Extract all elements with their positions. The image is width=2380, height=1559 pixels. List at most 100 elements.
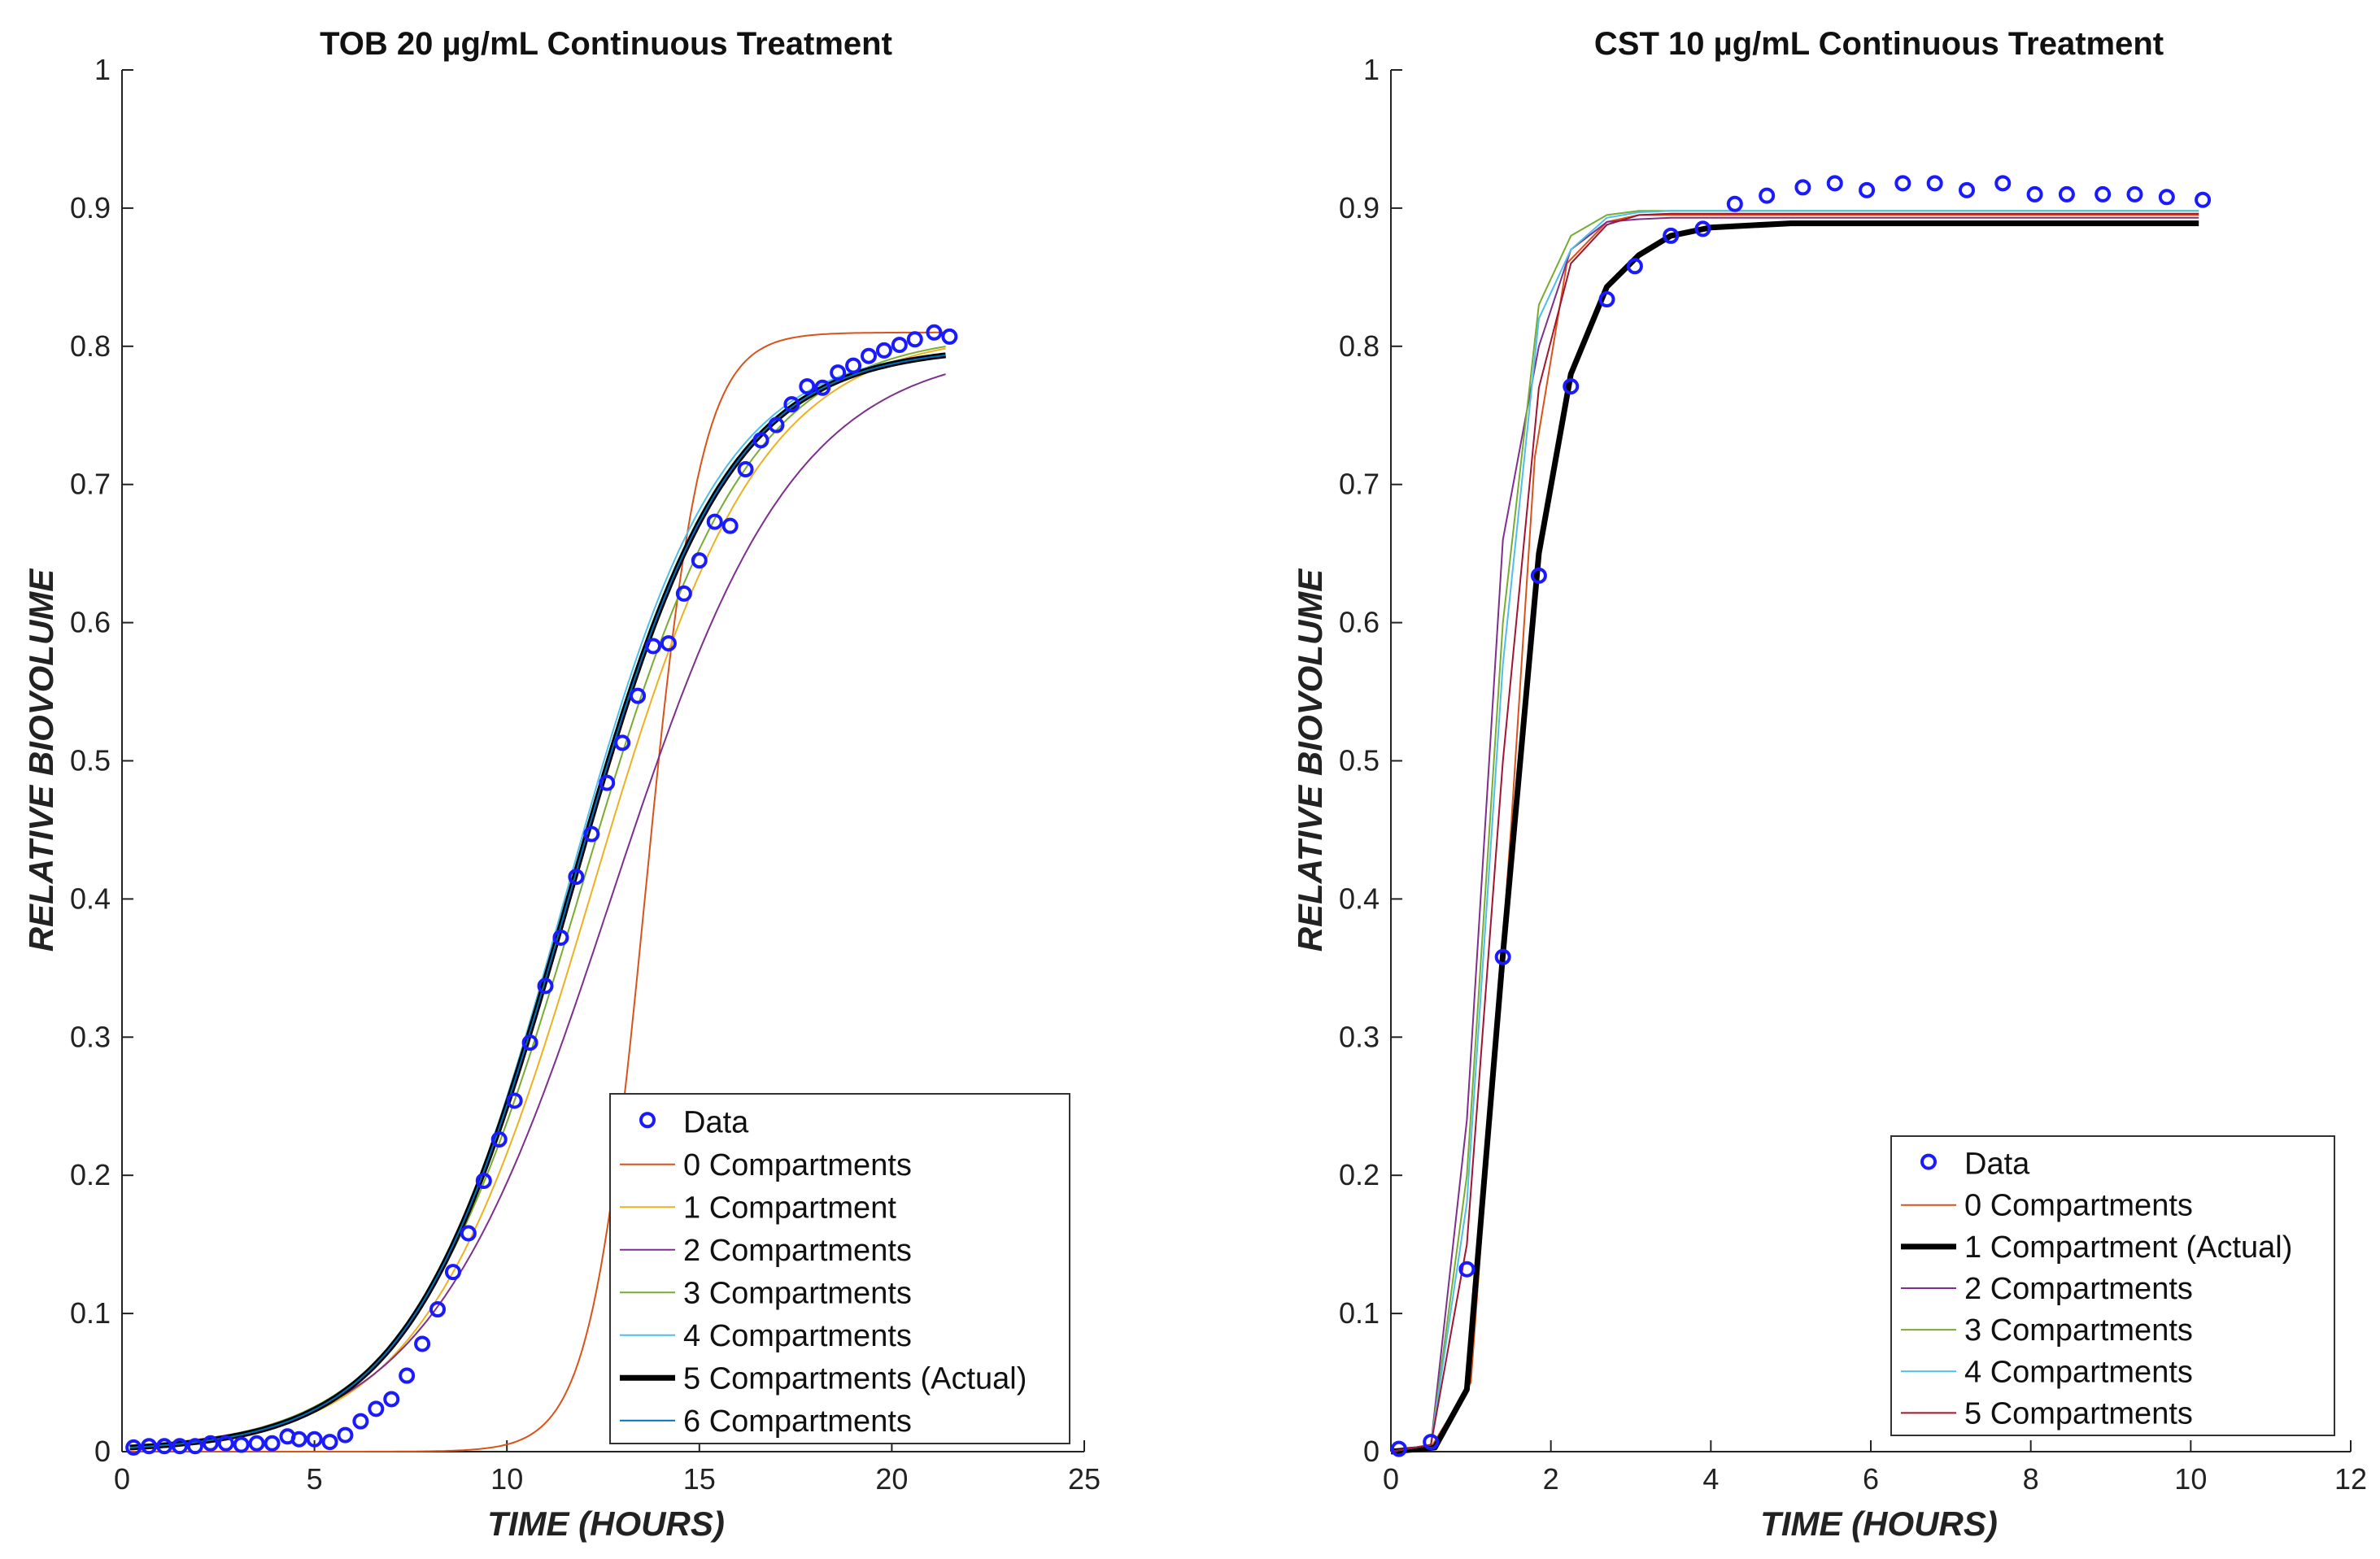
data-point (1626, 258, 1643, 275)
x-tick-label: 12 (2334, 1462, 2367, 1496)
y-tick-label: 0.8 (1339, 329, 1380, 363)
x-tick-label: 20 (875, 1462, 908, 1496)
data-point (186, 1438, 203, 1455)
data-point (1894, 175, 1911, 192)
data-point (1530, 567, 1547, 584)
data-point (248, 1435, 265, 1452)
y-tick-label: 0.1 (70, 1296, 111, 1330)
x-tick-label: 25 (1068, 1462, 1101, 1496)
legend-label: 2 Compartments (1964, 1272, 2193, 1306)
data-point (475, 1172, 492, 1189)
legend-box (1890, 1135, 2335, 1436)
legend-label: Data (1964, 1147, 2030, 1182)
legend-label: 5 Compartments (Actual) (683, 1361, 1027, 1396)
data-point (414, 1335, 431, 1352)
data-point (891, 337, 908, 354)
legend-box (609, 1093, 1070, 1444)
y-tick-label: 0.9 (70, 191, 111, 224)
y-tick-label: 0.3 (70, 1020, 111, 1053)
legend-label: 3 Compartments (1964, 1313, 2193, 1348)
data-point (156, 1438, 173, 1455)
data-point (752, 432, 769, 449)
x-tick-label: 4 (1702, 1462, 1719, 1496)
legend-label: Data (683, 1105, 749, 1139)
data-point (926, 324, 943, 341)
series-line (1390, 212, 2199, 1452)
data-point (1859, 181, 1876, 198)
data-point (568, 869, 585, 886)
data-point (691, 552, 708, 569)
data-point (264, 1435, 281, 1452)
legend-label: 5 Compartments (1964, 1396, 2193, 1431)
legend-label: 4 Compartments (683, 1319, 912, 1353)
series-line (129, 354, 946, 1448)
data-point (368, 1400, 385, 1417)
legend-marker (639, 1112, 656, 1129)
axes: 00.10.20.30.40.50.60.70.80.910 2 4 6 8 10 12 (1339, 53, 2367, 1496)
data-point (217, 1435, 234, 1452)
data-point (1926, 175, 1943, 192)
data-point (861, 347, 878, 364)
y-tick-label: 0.4 (1339, 882, 1380, 915)
y-tick-label: 0.2 (70, 1158, 111, 1191)
data-point (830, 364, 847, 381)
y-tick-label: 1 (1363, 53, 1380, 86)
series-line (1390, 210, 2199, 1452)
y-tick-label: 0.6 (70, 606, 111, 639)
data-point (444, 1264, 461, 1281)
legend-label: 1 Compartment (Actual) (1964, 1230, 2292, 1265)
y-axis-label: RELATIVE BIOVOLUME (1291, 568, 1329, 952)
data-point (337, 1426, 354, 1444)
y-tick-label: 0.4 (70, 882, 111, 915)
x-axis-label: TIME (HOURS) (487, 1505, 725, 1543)
data-point (1794, 179, 1811, 196)
axes: 00.10.20.30.40.50.60.70.80.910 5 10 15 20 25 (70, 53, 1101, 1496)
data-point (645, 638, 662, 655)
data-point (583, 825, 600, 843)
data-point (521, 1034, 538, 1052)
legend-label: 0 Compartments (1964, 1189, 2193, 1223)
data-point (399, 1367, 416, 1384)
y-tick-label: 0.2 (1339, 1158, 1380, 1191)
legend-label: 0 Compartments (683, 1148, 912, 1182)
legend-label: 6 Compartments (683, 1404, 912, 1439)
data-point (537, 978, 554, 995)
x-tick-label: 8 (2023, 1462, 2039, 1496)
y-tick-label: 0 (94, 1435, 111, 1468)
x-tick-label: 15 (683, 1462, 716, 1496)
data-point (306, 1431, 323, 1448)
y-tick-label: 0.7 (70, 468, 111, 501)
series-lines (129, 331, 946, 1452)
x-tick-label: 0 (114, 1462, 130, 1496)
data-markers (1390, 175, 2212, 1457)
data-point (941, 328, 958, 345)
data-point (1390, 1440, 1407, 1457)
data-point (1494, 948, 1511, 965)
data-point (321, 1434, 338, 1451)
legend-label: 3 Compartments (683, 1276, 912, 1310)
data-point (352, 1413, 369, 1430)
data-point (2158, 189, 2175, 206)
data-point (906, 331, 923, 348)
data-point (506, 1092, 523, 1109)
series-lines (1390, 210, 2199, 1455)
y-tick-label: 0.8 (70, 329, 111, 363)
y-tick-label: 0.5 (70, 744, 111, 777)
y-tick-label: 0.5 (1339, 744, 1380, 777)
series-line (129, 331, 946, 1452)
y-tick-label: 0.6 (1339, 606, 1380, 639)
data-point (1726, 195, 1743, 212)
series-line (1390, 220, 2199, 1455)
legend-marker (1920, 1153, 1937, 1170)
data-point (171, 1438, 188, 1455)
data-point (1694, 220, 1711, 237)
chart-title: CST 10 µg/mL Continuous Treatment (1594, 26, 2164, 62)
data-point (552, 929, 569, 946)
data-point (2195, 191, 2212, 208)
legend: Data 0 Compartments 1 Compartment 2 Compart… (609, 1093, 1070, 1444)
data-point (1759, 187, 1776, 204)
data-point (202, 1435, 219, 1452)
y-tick-label: 0.3 (1339, 1020, 1380, 1053)
data-point (290, 1431, 307, 1448)
